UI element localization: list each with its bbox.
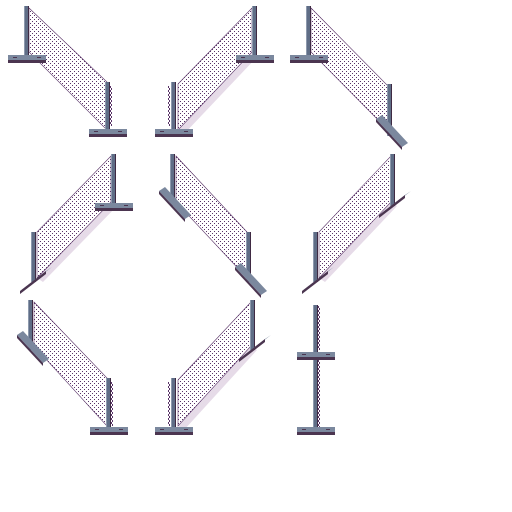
post — [171, 82, 176, 130]
mesh-panel — [310, 7, 389, 131]
fence-diagonal-up-a — [155, 6, 274, 137]
base-plate — [290, 55, 328, 60]
post — [390, 154, 395, 206]
fence-diagonal-down-a — [8, 6, 127, 137]
post — [306, 6, 311, 56]
shadow — [178, 346, 257, 430]
post — [171, 378, 176, 428]
shadow — [178, 52, 258, 134]
base-plate — [155, 427, 193, 432]
post — [387, 84, 392, 136]
post — [31, 232, 36, 282]
base-plate — [236, 55, 274, 60]
base-plate — [297, 352, 335, 357]
post — [106, 378, 111, 428]
shadow — [319, 202, 397, 282]
post — [28, 300, 33, 350]
mesh-panel — [28, 7, 108, 131]
post — [313, 232, 318, 282]
fence-end-post — [297, 305, 335, 435]
fence-diagonal-down-c — [17, 300, 128, 435]
base-plate — [8, 55, 46, 60]
post — [170, 154, 175, 206]
post — [246, 232, 251, 282]
base-plate — [297, 427, 335, 432]
shadow — [37, 202, 117, 282]
base-plate — [235, 263, 267, 295]
fence-diagonal-down-corner-a — [290, 6, 408, 150]
post — [105, 82, 110, 130]
base-plate — [159, 187, 191, 219]
base-plate — [89, 129, 127, 134]
post — [313, 305, 318, 432]
base-plate — [376, 115, 408, 147]
post — [250, 300, 255, 350]
post — [111, 154, 116, 204]
post — [24, 6, 29, 56]
base-plate — [17, 331, 49, 363]
fence-diagonal-down-b — [159, 154, 267, 298]
post — [252, 6, 257, 56]
fence-diagonal-up-c — [155, 300, 271, 435]
fence-diagonal-up-b — [20, 154, 133, 294]
base-plate — [95, 203, 133, 208]
fence-diagonal-up-corner-b — [302, 154, 411, 294]
mesh-panel — [33, 301, 108, 427]
base-plate — [155, 129, 193, 134]
base-plate — [90, 427, 128, 432]
